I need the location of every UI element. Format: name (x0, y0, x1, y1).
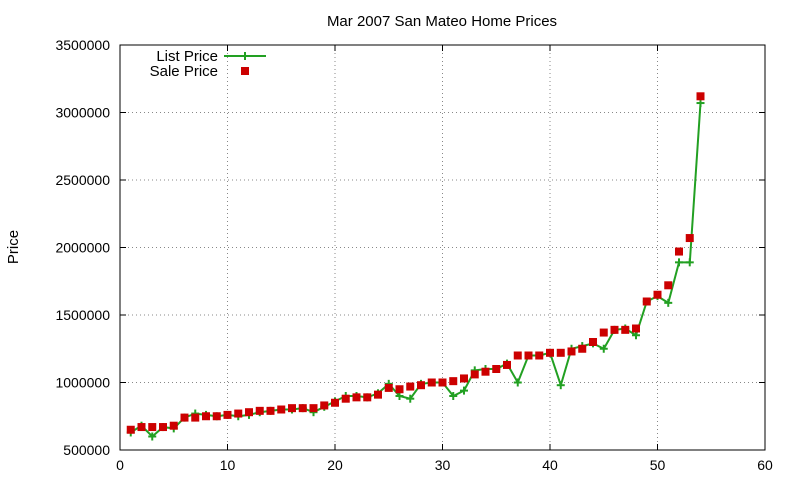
sale-price-point (513, 351, 522, 360)
list-price-point (675, 258, 683, 267)
legend: List Price Sale Price (150, 48, 266, 80)
sale-price-point (642, 297, 651, 306)
sale-price-point (460, 374, 468, 383)
sale-price-point (546, 348, 554, 357)
sale-price-point (202, 412, 210, 421)
list-price-point (148, 432, 157, 441)
sale-price-point (481, 367, 490, 376)
y-tick-label: 1000000 (55, 375, 110, 391)
sale-price-point (191, 413, 200, 422)
y-tick-label: 500000 (63, 442, 110, 458)
sale-price-point (438, 378, 447, 387)
sale-price-point (126, 425, 135, 434)
sale-price-point (148, 423, 157, 432)
sale-price-point (417, 381, 425, 390)
legend-marker-list-price (241, 52, 249, 60)
list-price-point (599, 344, 608, 353)
sale-price-point (266, 406, 275, 415)
x-tick-label: 50 (650, 457, 666, 473)
sale-price-point (374, 390, 382, 399)
sale-price-point (169, 421, 178, 430)
sale-price-point (632, 324, 640, 333)
sale-price-point (288, 404, 296, 413)
sale-price-point (384, 383, 393, 392)
x-tick-label: 40 (542, 457, 558, 473)
series-group (126, 92, 705, 441)
sale-price-point (653, 290, 662, 299)
sale-price-point (352, 393, 361, 402)
x-tick-label: 20 (327, 457, 343, 473)
y-tick-label: 2500000 (55, 172, 110, 188)
chart-title: Mar 2007 San Mateo Home Prices (327, 13, 557, 30)
sale-price-point (245, 408, 253, 417)
sale-price-point (675, 247, 683, 256)
sale-price-point (556, 348, 565, 357)
sale-price-point (599, 328, 608, 337)
sale-price-point (427, 378, 436, 387)
y-tick-label: 2000000 (55, 240, 110, 256)
sale-price-point (524, 351, 533, 360)
sale-price-point (470, 370, 479, 379)
x-tick-label: 10 (220, 457, 236, 473)
sale-price-point (406, 382, 415, 391)
sale-price-point (395, 385, 404, 394)
sale-price-point (578, 344, 587, 353)
list-price-point (406, 394, 415, 403)
legend-label-list-price: List Price (156, 48, 218, 65)
sale-price-point (696, 92, 705, 101)
list-price-point (460, 386, 468, 395)
sale-price-point (223, 410, 232, 419)
x-tick-label: 30 (435, 457, 451, 473)
list-price-point (632, 331, 640, 340)
sale-price-point (255, 406, 264, 415)
legend-marker-sale-price (241, 67, 249, 75)
sale-price-point (503, 360, 511, 369)
sale-price-point (449, 377, 458, 386)
list-price-point (664, 298, 673, 307)
sale-price-point (331, 398, 339, 407)
sale-price-point (535, 351, 544, 360)
sale-price-point (363, 393, 372, 402)
sale-price-point (137, 423, 146, 432)
axis-ticks: 500000 1000000 1500000 2000000 2500000 300000… (55, 37, 773, 473)
sale-price-point (685, 234, 694, 243)
sale-price-point (320, 401, 329, 410)
sale-price-point (341, 394, 350, 403)
list-price-point (685, 258, 694, 267)
list-price-point (556, 381, 565, 390)
y-tick-label: 3500000 (55, 37, 110, 53)
sale-price-point (309, 404, 318, 413)
sale-price-point (234, 409, 243, 418)
x-tick-label: 0 (116, 457, 124, 473)
list-price-point (449, 392, 458, 400)
sale-price-point (492, 365, 501, 373)
y-axis-label: Price (5, 230, 22, 264)
legend-label-sale-price: Sale Price (150, 63, 218, 80)
sale-price-point (621, 325, 630, 334)
sale-price-point (212, 412, 221, 421)
sale-price-point (610, 325, 619, 334)
sale-price-point (567, 347, 576, 356)
list-price-point (696, 99, 705, 108)
sale-price-point (277, 405, 286, 414)
y-tick-label: 1500000 (55, 307, 110, 323)
list-price-point (395, 392, 404, 400)
sale-price-point (180, 413, 189, 422)
x-tick-label: 60 (757, 457, 773, 473)
sale-price-point (664, 281, 673, 290)
list-price-point (513, 378, 522, 387)
sale-price-point (159, 423, 167, 432)
sale-price-point (298, 404, 307, 413)
y-tick-label: 3000000 (55, 105, 110, 121)
sale-price-point (589, 338, 597, 346)
